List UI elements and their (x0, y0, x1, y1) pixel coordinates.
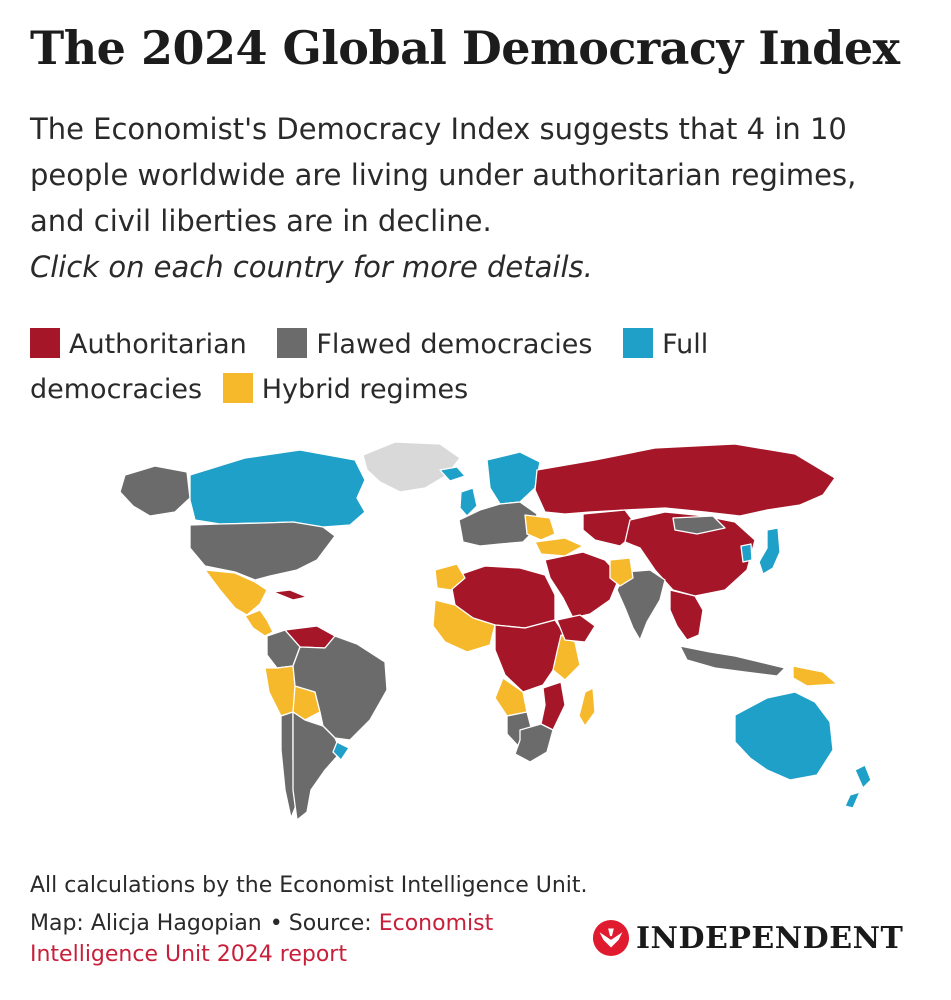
subtitle-line: people worldwide are living under author… (30, 158, 857, 192)
legend-label: Hybrid regimes (261, 374, 469, 405)
country-uruguay[interactable]: Uruguay — Full democracies (332, 741, 350, 761)
legend-item-authoritarian[interactable]: Authoritarian (30, 328, 269, 360)
legend: Authoritarian Flawed democracies Full de… (30, 322, 920, 412)
country-mexico[interactable]: Mexico — Hybrid regimes (204, 569, 268, 616)
world-map-svg: Greenland — No dataCanada — Full democra… (119, 441, 872, 821)
footnote: All calculations by the Economist Intell… (30, 873, 588, 898)
country-middle-east[interactable]: Middle East — Authoritarian (544, 551, 621, 619)
country-west-africa[interactable]: West Africa — Hybrid regimes (432, 599, 496, 653)
instruction-text: Click on each country for more details. (30, 250, 593, 284)
legend-item-full[interactable]: Full (623, 328, 730, 360)
country-argentina[interactable]: Argentina — Flawed democracies (292, 711, 342, 821)
country-central-america[interactable]: Central America — Hybrid regimes (244, 609, 274, 637)
country-russia[interactable]: Russia — Authoritarian (534, 443, 836, 517)
country-papua-new-guinea[interactable]: Papua New Guinea — Hybrid regimes (792, 665, 838, 687)
credit: Map: Alicja Hagopian • Source: Economist I… (30, 908, 590, 970)
source-label: Source: (288, 911, 372, 936)
country-peru[interactable]: Peru — Hybrid regimes (264, 665, 298, 717)
legend-item-flawed[interactable]: Flawed democracies (277, 328, 614, 360)
country-madagascar[interactable]: Madagascar — Hybrid regimes (578, 687, 596, 727)
country-horn-of-africa[interactable]: Horn of Africa — Authoritarian (556, 614, 596, 643)
country-south-africa[interactable]: South Africa — Flawed democracies (514, 723, 554, 763)
country-united-states[interactable]: United States — Flawed democracies (189, 521, 336, 581)
country-new-zealand[interactable]: New Zealand — Full democracies (844, 764, 872, 809)
legend-label: Authoritarian (69, 329, 247, 360)
country-east-africa[interactable]: East Africa — Hybrid regimes (552, 634, 581, 681)
country-turkey[interactable]: Turkey — Hybrid regimes (534, 537, 584, 557)
country-south-korea[interactable]: South Korea — Full democracies (740, 543, 753, 563)
page-title: The 2024 Global Democracy Index (30, 21, 900, 75)
source-link[interactable]: Economist Intelligence Unit 2024 report (30, 911, 494, 967)
country-japan[interactable]: Japan — Full democracies (758, 527, 781, 575)
eagle-logo-icon (592, 919, 630, 957)
legend-swatch (277, 328, 308, 358)
country-iceland[interactable]: Iceland — Full democracies (439, 466, 466, 482)
subtitle-line: The Economist's Democracy Index suggests… (30, 112, 847, 146)
subtitle-line: and civil liberties are in decline. (30, 204, 492, 238)
country-united-kingdom[interactable]: United Kingdom — Full democracies (459, 487, 478, 517)
legend-swatch (623, 328, 654, 358)
country-central-africa[interactable]: Central Africa — Authoritarian (494, 619, 566, 693)
brand[interactable]: INDEPENDENT (592, 915, 903, 961)
legend-item-hybrid[interactable]: Hybrid regimes (222, 373, 490, 405)
separator-dot: • (269, 911, 283, 936)
country-balkans[interactable]: Balkans — Hybrid regimes (524, 514, 556, 541)
country-nordic-countries[interactable]: Nordic countries — Full democracies (486, 451, 541, 505)
country-mozambique[interactable]: Mozambique — Authoritarian (540, 681, 566, 731)
country-australia[interactable]: Australia — Full democracies (734, 691, 834, 781)
legend-label: Flawed democracies (316, 329, 593, 360)
country-brazil[interactable]: Brazil — Flawed democracies (292, 635, 388, 741)
legend-swatch (30, 328, 60, 358)
country-canada[interactable]: Canada — Full democracies (189, 449, 366, 528)
brand-name: INDEPENDENT (636, 920, 904, 956)
country-cuba[interactable]: Cuba — Authoritarian (272, 589, 308, 601)
subtitle: The Economist's Democracy Index suggests… (30, 106, 930, 290)
legend-label: Full (662, 329, 709, 360)
country-pakistan[interactable]: Pakistan — Hybrid regimes (609, 557, 634, 587)
legend-swatch (222, 373, 253, 403)
country-alaska[interactable]: Alaska — Flawed democracies (119, 465, 191, 517)
country-mongolia[interactable]: Mongolia — Flawed democracies (672, 515, 726, 535)
country-india[interactable]: India — Flawed democracies (616, 569, 666, 641)
country-greenland[interactable]: Greenland — No data (362, 441, 461, 493)
world-map: Greenland — No dataCanada — Full democra… (95, 430, 875, 830)
country-indonesia[interactable]: Indonesia — Flawed democracies (679, 645, 786, 677)
legend-label: democracies (30, 374, 203, 405)
country-morocco[interactable]: Morocco — Hybrid regimes (434, 563, 466, 591)
map-credit: Map: Alicja Hagopian (30, 911, 262, 936)
country-southeast-asia[interactable]: Southeast Asia — Authoritarian (669, 589, 704, 641)
